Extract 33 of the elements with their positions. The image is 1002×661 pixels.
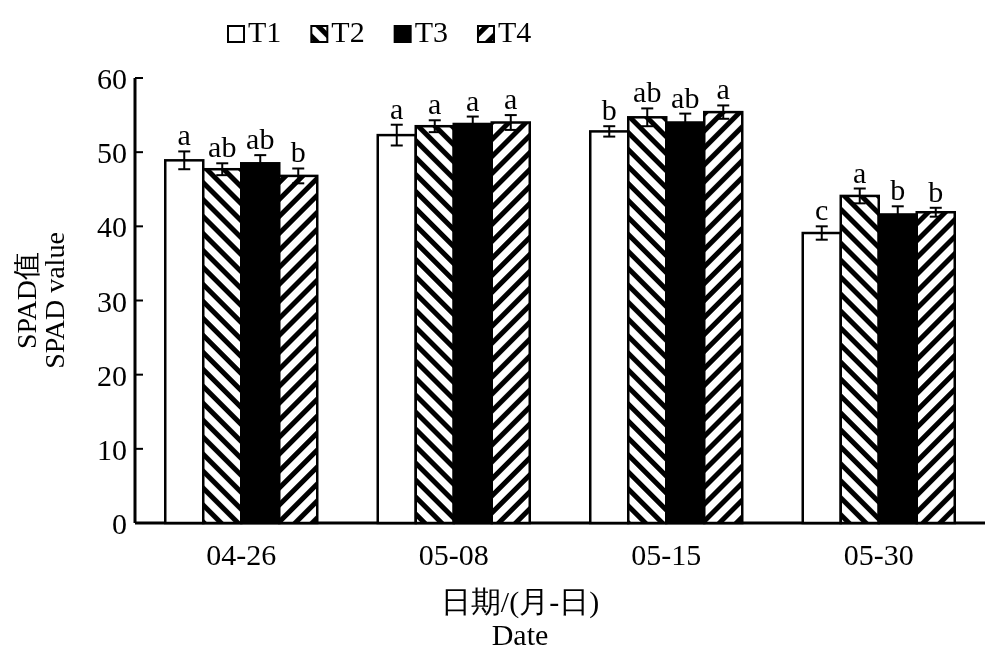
legend-label: T3 (414, 15, 448, 48)
data-label: b (290, 135, 306, 169)
y-tick-label: 0 (112, 507, 127, 540)
y-tick-label: 30 (97, 284, 127, 318)
y-tick-label: 20 (97, 358, 127, 392)
y-tick-label: 50 (97, 136, 127, 170)
data-label: a (177, 118, 191, 152)
x-tick-label: 05-08 (418, 538, 489, 571)
data-label: b (928, 174, 944, 208)
x-tick-label: 04-26 (206, 538, 277, 571)
y-tick-label: 60 (97, 62, 127, 95)
data-label: ab (633, 75, 662, 109)
y-axis-title: SPAD值 SPAD value (11, 232, 70, 369)
data-label: a (716, 72, 730, 106)
data-label: c (815, 193, 829, 227)
data-label: a (466, 83, 480, 117)
x-tick-label: 05-30 (843, 538, 914, 571)
legend-label: T1 (248, 15, 282, 48)
data-label: b (601, 93, 617, 127)
data-label: ab (671, 80, 700, 114)
legend-label: T2 (331, 15, 365, 48)
data-label: b (890, 173, 906, 207)
data-label: a (853, 155, 867, 189)
data-label: a (428, 87, 442, 121)
y-tick-label: 40 (97, 210, 127, 244)
data-label: ab (208, 130, 237, 164)
data-label: a (504, 82, 518, 116)
y-tick-label: 10 (97, 432, 127, 466)
data-label: a (390, 91, 404, 125)
x-axis-title: 日期/(月-日) Date (440, 585, 600, 651)
legend-label: T4 (497, 15, 532, 48)
x-tick-label: 05-15 (631, 538, 702, 571)
data-label: ab (246, 122, 275, 156)
